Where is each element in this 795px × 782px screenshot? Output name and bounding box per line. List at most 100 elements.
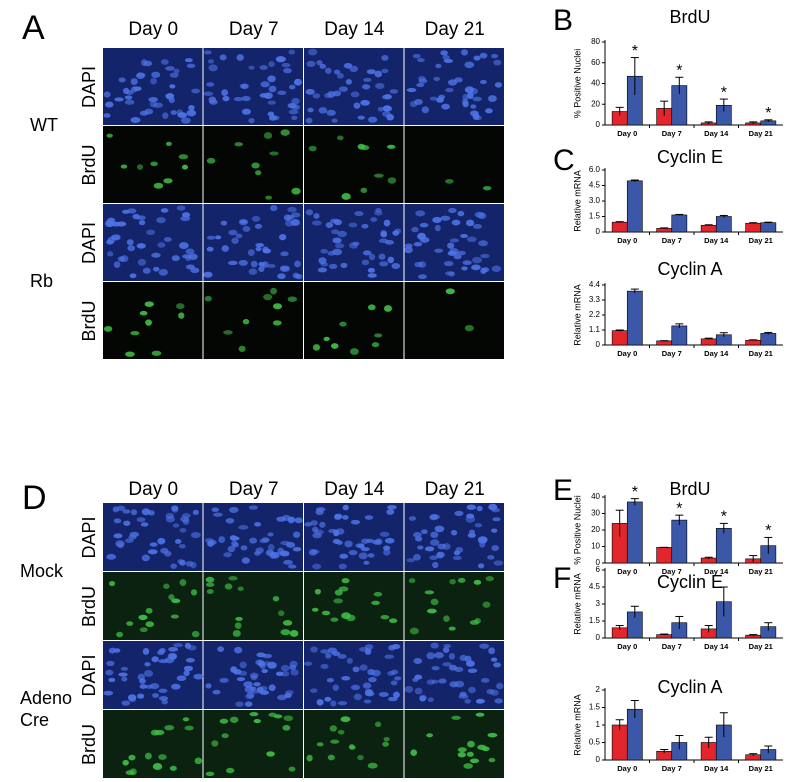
- nucleus: [367, 553, 375, 558]
- nucleus: [384, 537, 395, 544]
- nucleus: [145, 607, 153, 614]
- nucleus: [251, 162, 260, 169]
- error-bar: [719, 712, 728, 738]
- nucleus: [436, 552, 444, 559]
- bar: [760, 333, 777, 346]
- nucleus: [142, 267, 151, 274]
- nucleus: [387, 177, 397, 184]
- nucleus: [117, 542, 124, 549]
- nucleus: [414, 687, 423, 695]
- nucleus: [323, 92, 333, 99]
- nucleus: [357, 754, 364, 761]
- nucleus: [121, 676, 128, 682]
- row-label: BrdU: [79, 724, 99, 765]
- chart-title: BrdU: [669, 7, 710, 27]
- nucleus: [244, 701, 253, 707]
- nucleus: [330, 700, 337, 707]
- nucleus: [415, 536, 423, 542]
- nucleus: [338, 86, 348, 92]
- nucleus: [211, 740, 219, 747]
- nucleus: [141, 554, 150, 562]
- nucleus: [142, 648, 150, 655]
- nucleus: [294, 260, 301, 268]
- nucleus: [427, 697, 434, 702]
- nucleus: [419, 222, 429, 228]
- nucleus: [281, 62, 291, 68]
- nucleus: [404, 685, 414, 693]
- error-bar: [660, 100, 669, 116]
- nucleus: [368, 253, 376, 261]
- nucleus: [158, 269, 168, 276]
- nucleus: [451, 219, 461, 226]
- nucleus: [449, 681, 459, 688]
- nucleus: [137, 693, 145, 699]
- nucleus: [257, 660, 266, 667]
- nucleus: [464, 86, 475, 94]
- nucleus: [205, 576, 215, 583]
- nucleus: [186, 109, 197, 117]
- y-tick-label: 6.0: [589, 165, 601, 174]
- nucleus: [144, 301, 154, 307]
- nucleus: [234, 142, 243, 147]
- nucleus: [325, 652, 332, 659]
- y-tick-label: 3.0: [589, 196, 601, 205]
- x-tick-label: Day 7: [662, 642, 682, 651]
- nucleus: [234, 622, 242, 629]
- nucleus: [346, 657, 353, 664]
- nucleus: [457, 751, 466, 758]
- nucleus: [374, 333, 383, 338]
- nucleus: [408, 516, 417, 521]
- nucleus: [222, 95, 230, 102]
- nucleus: [429, 555, 439, 560]
- nucleus: [288, 766, 296, 772]
- nucleus: [335, 243, 345, 249]
- error-bar: [704, 625, 713, 633]
- nucleus: [120, 164, 128, 169]
- nucleus: [466, 504, 477, 510]
- significance: *: [676, 62, 682, 79]
- error-bar: [704, 121, 713, 124]
- nucleus: [450, 529, 458, 536]
- nucleus: [268, 684, 276, 692]
- nucleus: [203, 91, 214, 97]
- nucleus: [387, 504, 397, 510]
- nucleus: [185, 248, 195, 255]
- nucleus: [326, 109, 336, 116]
- nucleus: [366, 69, 376, 75]
- nucleus: [305, 88, 315, 95]
- micrograph: [404, 282, 504, 359]
- nucleus: [364, 515, 374, 520]
- nucleus: [265, 195, 273, 200]
- y-tick-label: 1.5: [589, 212, 601, 221]
- nucleus: [323, 336, 330, 342]
- nucleus: [137, 673, 146, 681]
- nucleus: [128, 754, 136, 761]
- nucleus: [249, 672, 259, 679]
- nucleus: [237, 586, 244, 591]
- x-tick-label: Day 0: [617, 236, 637, 245]
- nucleus: [107, 236, 116, 244]
- nucleus: [475, 698, 484, 704]
- error-bar: [764, 622, 773, 631]
- nucleus: [289, 630, 299, 637]
- nucleus: [424, 546, 435, 552]
- nucleus: [479, 540, 486, 548]
- nucleus: [165, 141, 172, 146]
- nucleus: [460, 233, 468, 238]
- nucleus: [165, 66, 175, 71]
- x-tick-label: Day 7: [662, 764, 682, 773]
- nucleus: [145, 621, 155, 628]
- chart-title: Cyclin A: [657, 259, 722, 279]
- nucleus: [205, 683, 212, 689]
- nucleus: [361, 259, 370, 266]
- nucleus: [434, 224, 441, 232]
- nucleus: [245, 693, 254, 700]
- nucleus: [465, 219, 475, 227]
- nucleus: [342, 515, 349, 520]
- nucleus: [130, 330, 140, 336]
- nucleus: [288, 109, 299, 115]
- nucleus: [306, 60, 316, 68]
- error-bar: [704, 736, 713, 748]
- error-bar: [675, 615, 684, 629]
- nucleus: [337, 654, 347, 659]
